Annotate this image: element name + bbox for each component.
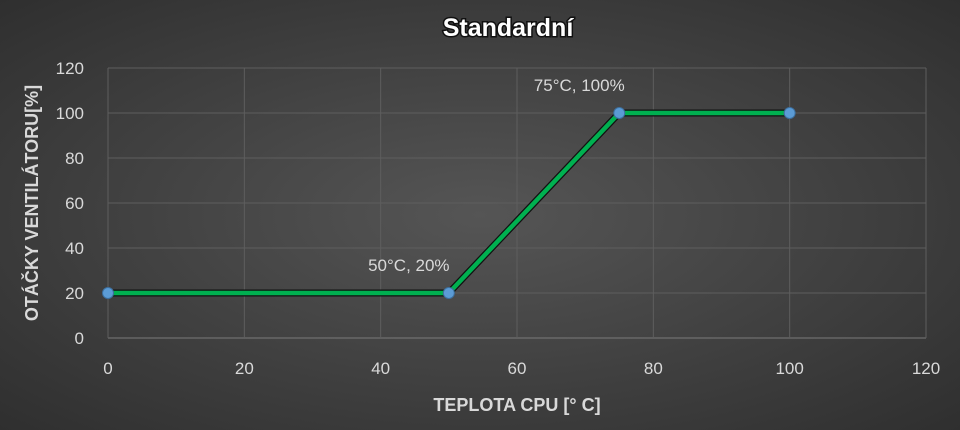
- x-tick-label: 80: [644, 359, 663, 378]
- y-tick-label: 0: [75, 329, 84, 348]
- data-point-marker: [613, 107, 626, 119]
- data-point-marker: [783, 107, 796, 119]
- x-tick-label: 60: [508, 359, 527, 378]
- point-annotation: 50°C, 20%: [368, 256, 449, 275]
- y-tick-label: 60: [65, 194, 84, 213]
- y-tick-label: 80: [65, 149, 84, 168]
- x-tick-label: 100: [775, 359, 803, 378]
- x-tick-label: 120: [912, 359, 940, 378]
- series-line: [105, 110, 792, 296]
- y-tick-label: 40: [65, 239, 84, 258]
- series-layer: [102, 107, 796, 299]
- point-annotation: 75°C, 100%: [534, 76, 625, 95]
- x-tick-label: 40: [371, 359, 390, 378]
- y-tick-label: 100: [56, 104, 84, 123]
- y-tick-label: 20: [65, 284, 84, 303]
- x-tick-label: 0: [103, 359, 112, 378]
- data-point-marker: [442, 287, 455, 299]
- x-axis-title: TEPLOTA CPU [° C]: [433, 395, 600, 415]
- chart-title: Standardní: [443, 14, 575, 42]
- x-tick-label: 20: [235, 359, 254, 378]
- annotation-layer: 50°C, 20% 75°C, 100%: [368, 76, 625, 275]
- data-point-marker: [102, 287, 114, 299]
- y-tick-label: 120: [56, 59, 84, 78]
- y-axis-title: OTÁČKY VENTILÁTORU[%]: [21, 85, 42, 321]
- grid-layer: [107, 67, 927, 339]
- tick-label-layer: 0 20 40 60 80 100 120 0 20 40 60 80 100 120: [56, 59, 941, 378]
